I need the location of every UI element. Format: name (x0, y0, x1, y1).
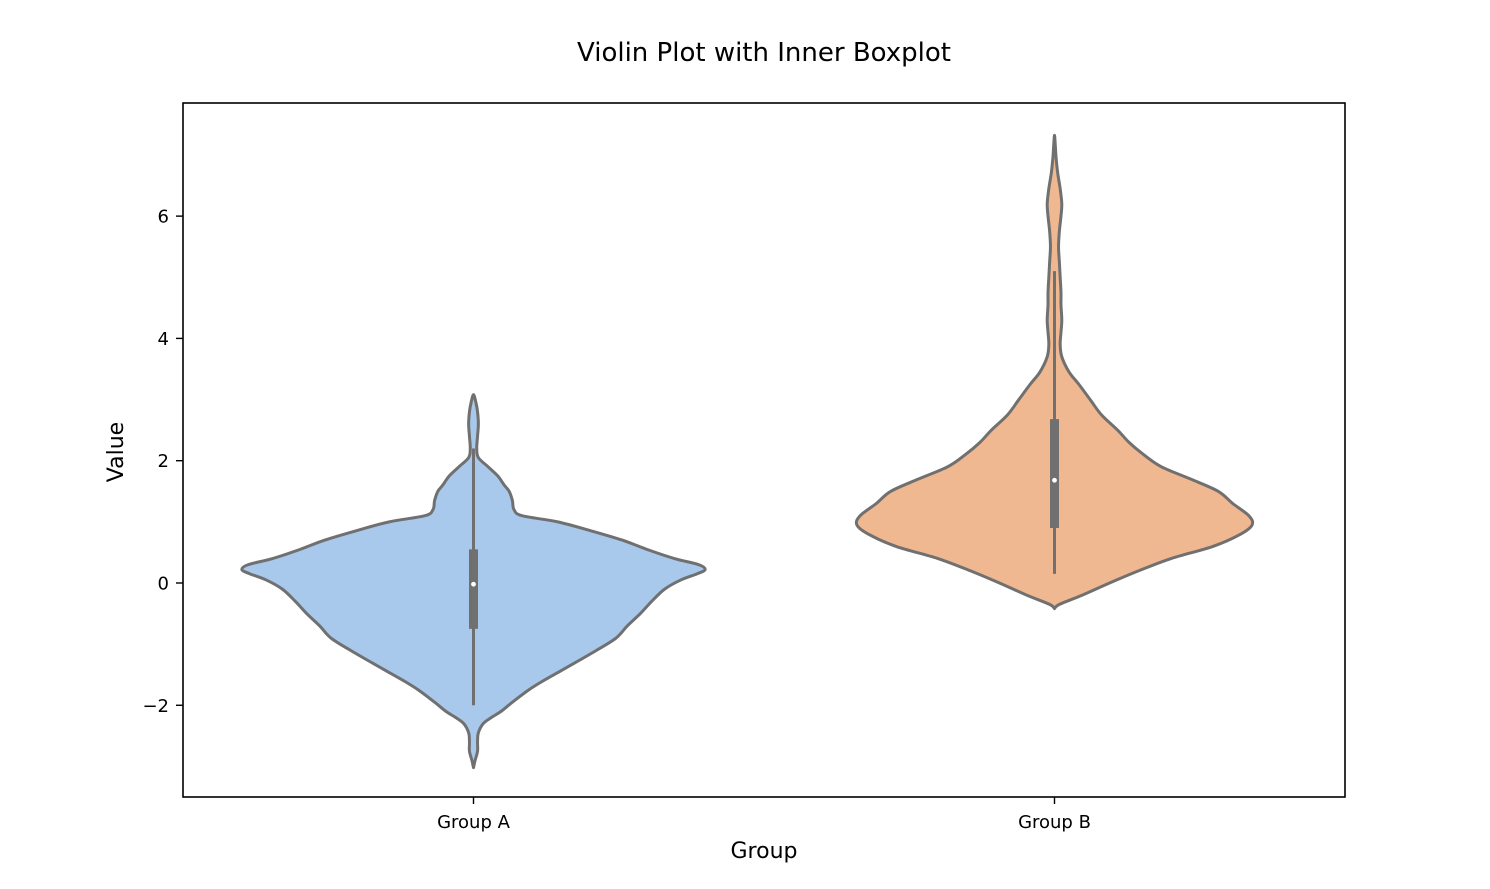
iqr-box-group-a (469, 549, 478, 629)
median-marker-group-b (1052, 477, 1057, 483)
plot-area-frame (182, 102, 1346, 798)
y-tick-label: 4 (158, 329, 169, 350)
y-axis: −2 0 2 4 6 (142, 207, 183, 717)
iqr-box-group-b (1050, 419, 1059, 528)
x-axis: Group A Group B (437, 797, 1091, 833)
median-marker-group-a (471, 581, 476, 587)
y-tick-label: 2 (158, 451, 169, 472)
chart-title: Violin Plot with Inner Boxplot (577, 38, 951, 68)
x-tick-label: Group B (1018, 812, 1091, 833)
y-tick-label: 0 (158, 573, 169, 594)
x-axis-label: Group (731, 839, 798, 864)
y-tick-label: −2 (142, 696, 169, 717)
y-tick-label: 6 (158, 207, 169, 228)
violins-layer (240, 133, 1255, 770)
x-tick-label: Group A (437, 812, 511, 833)
y-axis-label: Value (104, 422, 129, 482)
